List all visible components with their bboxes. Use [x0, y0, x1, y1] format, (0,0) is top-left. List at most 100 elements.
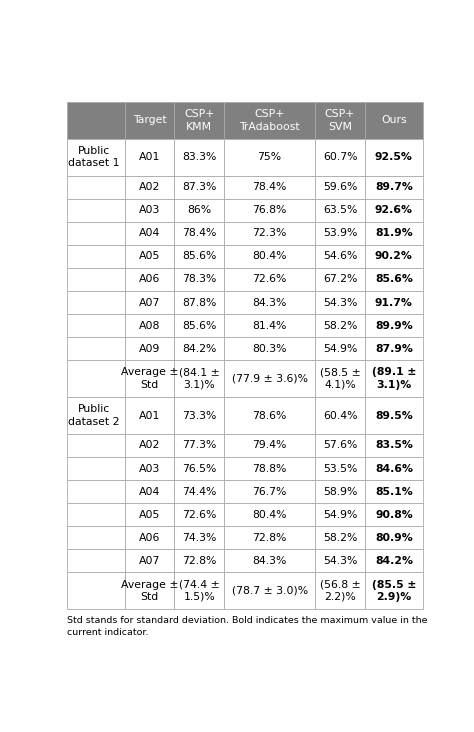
Text: 78.8%: 78.8%	[253, 463, 287, 474]
Text: 78.4%: 78.4%	[182, 228, 216, 239]
Text: 81.4%: 81.4%	[253, 321, 287, 331]
Bar	[224, 434, 315, 457]
Text: A03: A03	[139, 205, 160, 215]
Text: 92.6%: 92.6%	[375, 205, 413, 215]
Bar	[365, 102, 423, 139]
Text: 89.5%: 89.5%	[375, 411, 413, 420]
Bar	[224, 291, 315, 314]
Text: A01: A01	[139, 411, 160, 420]
Bar	[224, 314, 315, 337]
Text: 60.7%: 60.7%	[323, 152, 357, 163]
Bar	[365, 503, 423, 526]
Bar	[315, 549, 365, 572]
Bar	[224, 360, 315, 397]
Bar	[224, 549, 315, 572]
Bar	[174, 572, 224, 609]
Bar	[224, 268, 315, 291]
Text: 54.9%: 54.9%	[323, 509, 357, 520]
Bar	[66, 549, 125, 572]
Bar	[66, 480, 125, 503]
Bar	[365, 245, 423, 268]
Bar	[365, 457, 423, 480]
Bar	[174, 245, 224, 268]
Text: 86%: 86%	[187, 205, 211, 215]
Bar	[174, 176, 224, 199]
Bar	[315, 337, 365, 360]
Bar	[224, 139, 315, 176]
Text: A01: A01	[139, 152, 160, 163]
Bar	[125, 337, 174, 360]
Text: 80.9%: 80.9%	[375, 533, 413, 542]
Text: 72.8%: 72.8%	[253, 533, 287, 542]
Bar	[174, 291, 224, 314]
Text: 87.9%: 87.9%	[375, 343, 413, 354]
Text: 85.6%: 85.6%	[182, 321, 216, 331]
Bar	[66, 503, 125, 526]
Text: 74.4%: 74.4%	[182, 487, 216, 496]
Text: 53.5%: 53.5%	[323, 463, 357, 474]
Text: 90.8%: 90.8%	[375, 509, 413, 520]
Text: 77.3%: 77.3%	[182, 441, 216, 450]
Bar	[365, 360, 423, 397]
Bar	[125, 102, 174, 139]
Text: 59.6%: 59.6%	[323, 182, 357, 193]
Text: 54.6%: 54.6%	[323, 251, 357, 261]
Bar	[125, 397, 174, 434]
Bar	[224, 503, 315, 526]
Text: 89.7%: 89.7%	[375, 182, 413, 193]
Bar	[125, 457, 174, 480]
Bar	[174, 397, 224, 434]
Text: A09: A09	[139, 343, 160, 354]
Bar	[174, 102, 224, 139]
Text: 63.5%: 63.5%	[323, 205, 357, 215]
Text: 60.4%: 60.4%	[323, 411, 357, 420]
Bar	[66, 314, 125, 337]
Bar	[365, 434, 423, 457]
Bar	[174, 526, 224, 549]
Bar	[315, 572, 365, 609]
Text: (74.4 ±
1.5)%: (74.4 ± 1.5)%	[179, 580, 219, 602]
Bar	[315, 222, 365, 245]
Bar	[174, 457, 224, 480]
Bar	[315, 457, 365, 480]
Bar	[125, 176, 174, 199]
Text: (89.1 ±
3.1)%: (89.1 ± 3.1)%	[372, 367, 416, 390]
Text: (56.8 ±
2.2)%: (56.8 ± 2.2)%	[319, 580, 360, 602]
Text: 84.2%: 84.2%	[182, 343, 216, 354]
Text: 72.3%: 72.3%	[253, 228, 287, 239]
Text: 84.6%: 84.6%	[375, 463, 413, 474]
Bar	[125, 549, 174, 572]
Bar	[365, 176, 423, 199]
Bar	[365, 222, 423, 245]
Text: 85.6%: 85.6%	[182, 251, 216, 261]
Text: 78.3%: 78.3%	[182, 274, 216, 285]
Bar	[224, 572, 315, 609]
Bar	[174, 222, 224, 245]
Bar	[174, 434, 224, 457]
Text: 87.8%: 87.8%	[182, 297, 216, 307]
Bar	[224, 526, 315, 549]
Bar	[66, 291, 125, 314]
Bar	[125, 572, 174, 609]
Bar	[315, 139, 365, 176]
Bar	[315, 480, 365, 503]
Bar	[224, 102, 315, 139]
Bar	[315, 526, 365, 549]
Text: 90.2%: 90.2%	[375, 251, 413, 261]
Bar	[125, 199, 174, 222]
Bar	[365, 199, 423, 222]
Bar	[224, 480, 315, 503]
Bar	[125, 434, 174, 457]
Text: A02: A02	[139, 182, 160, 193]
Text: A03: A03	[139, 463, 160, 474]
Text: 78.4%: 78.4%	[253, 182, 287, 193]
Bar	[365, 480, 423, 503]
Bar	[66, 222, 125, 245]
Text: 54.3%: 54.3%	[323, 556, 357, 566]
Text: 80.4%: 80.4%	[252, 509, 287, 520]
Text: (77.9 ± 3.6)%: (77.9 ± 3.6)%	[232, 373, 308, 384]
Text: 79.4%: 79.4%	[253, 441, 287, 450]
Text: 53.9%: 53.9%	[323, 228, 357, 239]
Bar	[125, 314, 174, 337]
Bar	[66, 526, 125, 549]
